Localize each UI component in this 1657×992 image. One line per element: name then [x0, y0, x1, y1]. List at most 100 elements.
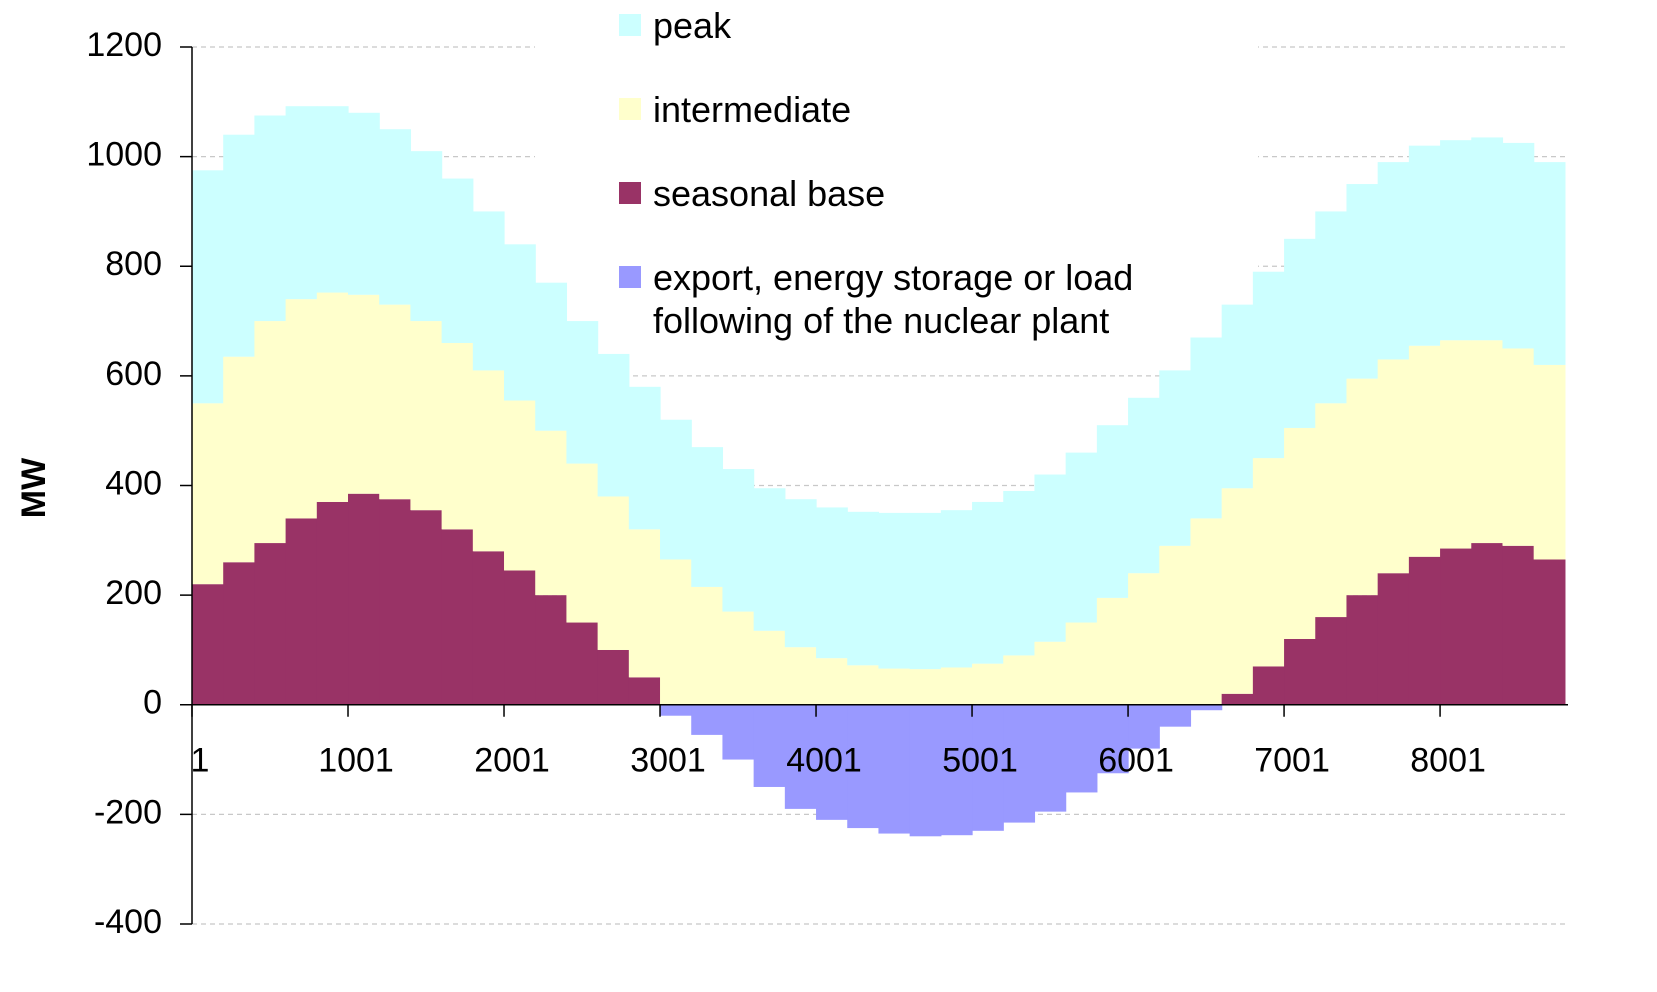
legend-swatch	[619, 14, 641, 36]
bar-segment	[972, 663, 1004, 705]
bar-segment	[691, 586, 724, 705]
bar-segment	[628, 529, 661, 678]
bar-segment	[1159, 704, 1192, 727]
bar-segment	[1065, 452, 1098, 623]
bar-segment	[753, 630, 786, 705]
bar-segment	[410, 321, 443, 511]
legend-item: intermediate	[619, 88, 1219, 131]
bar-segment	[722, 611, 755, 705]
bar-segment	[847, 511, 880, 666]
bar-segment	[972, 501, 1004, 664]
bar-segment	[909, 669, 942, 705]
bar-segment	[1284, 238, 1316, 428]
bar-segment	[816, 507, 848, 659]
x-tick-label: 4001	[786, 742, 862, 780]
bar-segment	[1408, 145, 1441, 346]
bar-segment	[878, 512, 911, 669]
bar-segment	[316, 501, 349, 705]
y-tick-label: 400	[105, 464, 162, 502]
bar-segment	[1284, 638, 1316, 705]
bar-segment	[1252, 458, 1285, 667]
bar-segment	[1065, 622, 1098, 705]
y-tick-label: 1200	[86, 26, 162, 64]
bar-segment	[1096, 704, 1129, 774]
bar-segment	[753, 488, 786, 631]
bar-segment	[223, 356, 256, 563]
bar-segment	[940, 510, 973, 668]
bar-segment	[909, 512, 942, 670]
legend-item: peak	[619, 4, 1219, 47]
bar-segment	[1284, 427, 1316, 639]
bar-segment	[1471, 543, 1504, 705]
bar-segment	[784, 499, 817, 648]
bar-segment	[285, 299, 318, 519]
bar-segment	[472, 211, 505, 371]
bar-segment	[691, 704, 724, 735]
bar-segment	[597, 649, 630, 705]
bar-segment	[504, 570, 536, 705]
legend-background	[535, 0, 1258, 345]
bar-segment	[722, 704, 755, 760]
bar-segment	[909, 704, 942, 837]
bar-segment	[1003, 490, 1036, 656]
bar-segment	[441, 529, 474, 705]
bar-segment	[410, 151, 443, 322]
bar-segment	[1190, 704, 1223, 711]
bar-segment	[1034, 474, 1067, 642]
x-tick-label: 7001	[1254, 742, 1330, 780]
bar-segment	[1502, 545, 1535, 705]
bar-segment	[472, 551, 505, 705]
x-tick-label: 3001	[630, 742, 706, 780]
bar-segment	[1034, 704, 1067, 812]
bar-segment	[192, 584, 224, 705]
bar-segment	[441, 342, 474, 530]
bar-segment	[816, 658, 848, 705]
bar-segment	[1346, 184, 1379, 379]
y-tick-label: 1000	[86, 136, 162, 174]
bar-segment	[1440, 548, 1472, 705]
bar-segment	[1128, 397, 1160, 574]
bar-segment	[1533, 364, 1566, 560]
y-tick-label: 800	[105, 245, 162, 283]
x-tick-label: 2001	[474, 742, 550, 780]
bar-segment	[1533, 162, 1566, 365]
bar-segment	[940, 704, 973, 836]
bar-segment	[753, 704, 786, 787]
bar-segment	[1315, 211, 1348, 404]
bar-segment	[1221, 693, 1254, 705]
bar-segment	[1377, 573, 1410, 705]
bar-segment	[878, 668, 911, 705]
bar-segment	[1159, 370, 1192, 546]
bar-segment	[504, 244, 536, 401]
bar-segment	[348, 112, 380, 295]
bar-segment	[1408, 556, 1441, 705]
bar-segment	[1315, 403, 1348, 618]
y-tick-label: 600	[105, 355, 162, 393]
bar-segment	[628, 677, 661, 705]
bar-segment	[1346, 595, 1379, 705]
bar-segment	[504, 400, 536, 571]
bar-segment	[379, 499, 412, 705]
y-tick-label: 200	[105, 574, 162, 612]
legend: peak intermediate seasonal base export, ene…	[619, 4, 1219, 383]
bar-segment	[1065, 704, 1098, 793]
bar-segment	[628, 386, 661, 530]
bar-segment	[566, 321, 599, 464]
bar-segment	[472, 370, 505, 552]
bar-segment	[1252, 271, 1285, 459]
bar-segment	[285, 106, 318, 300]
bar-segment	[535, 282, 568, 431]
bar-segment	[784, 647, 817, 705]
bar-segment	[535, 430, 568, 596]
bar-segment	[1346, 378, 1379, 596]
bar-segment	[1315, 617, 1348, 705]
bar-segment	[1502, 142, 1535, 349]
bar-segment	[878, 704, 911, 834]
bar-segment	[1221, 304, 1254, 489]
bar-segment	[1440, 140, 1472, 341]
bar-segment	[1502, 348, 1535, 546]
bar-segment	[1190, 337, 1223, 519]
legend-label: intermediate	[653, 89, 852, 130]
bar-segment	[1533, 559, 1566, 705]
